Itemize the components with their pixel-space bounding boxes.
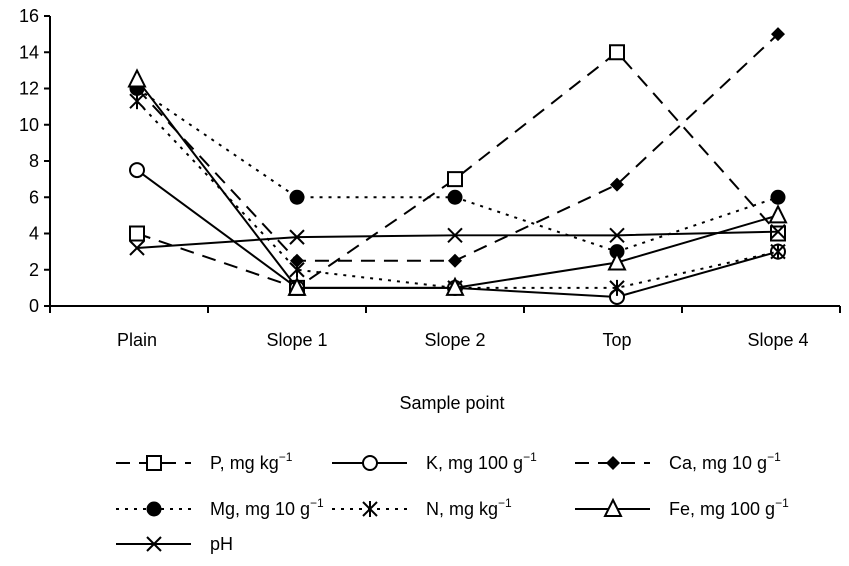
legend-item: P, mg kg−1 — [116, 450, 293, 473]
data-point — [289, 229, 305, 245]
legend-item: K, mg 100 g−1 — [332, 450, 537, 473]
data-point — [290, 253, 304, 268]
legend-item: Ca, mg 10 g−1 — [575, 450, 781, 473]
data-point — [609, 44, 625, 61]
y-tick-label: 14 — [19, 42, 39, 62]
legend-item: pH — [116, 534, 233, 554]
y-tick-label: 2 — [29, 260, 39, 280]
series-line-2 — [136, 33, 779, 262]
data-point — [770, 223, 786, 240]
y-tick-label: 16 — [19, 6, 39, 26]
x-tick-label: Slope 2 — [424, 330, 485, 350]
x-tick-label: Plain — [117, 330, 157, 350]
data-point — [129, 93, 145, 110]
data-point — [445, 276, 465, 296]
legend-label: Fe, mg 100 g−1 — [669, 496, 789, 519]
series-line-4 — [136, 100, 779, 289]
legend-label: pH — [210, 534, 233, 554]
legend-marker — [606, 456, 620, 470]
series-line-0 — [136, 50, 779, 289]
x-tick-label: Slope 1 — [266, 330, 327, 350]
legend-marker — [146, 536, 162, 552]
y-tick-label: 6 — [29, 187, 39, 207]
data-point — [448, 253, 462, 268]
data-point — [129, 225, 145, 242]
data-point — [771, 27, 785, 42]
legend-marker — [146, 455, 162, 471]
data-point — [609, 279, 625, 296]
data-point — [768, 204, 788, 224]
legend-marker — [362, 501, 378, 517]
data-point — [129, 240, 145, 256]
data-point — [607, 251, 627, 271]
data-point — [609, 227, 625, 244]
legend-label: K, mg 100 g−1 — [426, 450, 537, 473]
y-tick-label: 10 — [19, 115, 39, 135]
legend-marker — [146, 501, 162, 517]
y-tick-label: 4 — [29, 224, 39, 244]
chart-axes: 0 2 4 6 8 10 12 14 16 Plain Slope 1 Slope 2 Top Slope… — [19, 6, 841, 350]
data-point — [289, 189, 305, 205]
legend-item: Fe, mg 100 g−1 — [575, 496, 789, 519]
chart-plot-area — [127, 27, 788, 305]
data-point — [447, 227, 463, 244]
data-point — [447, 171, 463, 188]
legend-label: Ca, mg 10 g−1 — [669, 450, 781, 473]
data-point — [447, 189, 463, 205]
legend-label: Mg, mg 10 g−1 — [210, 496, 324, 519]
x-tick-label: Top — [602, 330, 631, 350]
data-point — [287, 276, 307, 296]
legend-label: P, mg kg−1 — [210, 450, 293, 473]
legend-marker — [362, 455, 378, 471]
data-point — [770, 243, 786, 260]
x-tick-label: Slope 4 — [747, 330, 808, 350]
series-line-3 — [136, 87, 779, 253]
y-tick-label: 0 — [29, 296, 39, 316]
legend-item: Mg, mg 10 g−1 — [116, 496, 324, 519]
legend-item: N, mg kg−1 — [332, 496, 512, 519]
data-point — [289, 261, 305, 278]
data-point — [610, 177, 624, 192]
legend-marker — [603, 497, 623, 517]
y-tick-label: 12 — [19, 79, 39, 99]
legend-label: N, mg kg−1 — [426, 496, 512, 519]
data-point — [129, 162, 145, 179]
y-tick-label: 8 — [29, 151, 39, 171]
data-point — [770, 189, 786, 205]
chart-legend: P, mg kg−1 K, mg 100 g−1 Ca, mg 10 g−1 Mg, … — [116, 450, 789, 554]
data-point — [770, 225, 786, 242]
x-axis-label: Sample point — [399, 393, 504, 413]
data-point — [127, 68, 147, 88]
